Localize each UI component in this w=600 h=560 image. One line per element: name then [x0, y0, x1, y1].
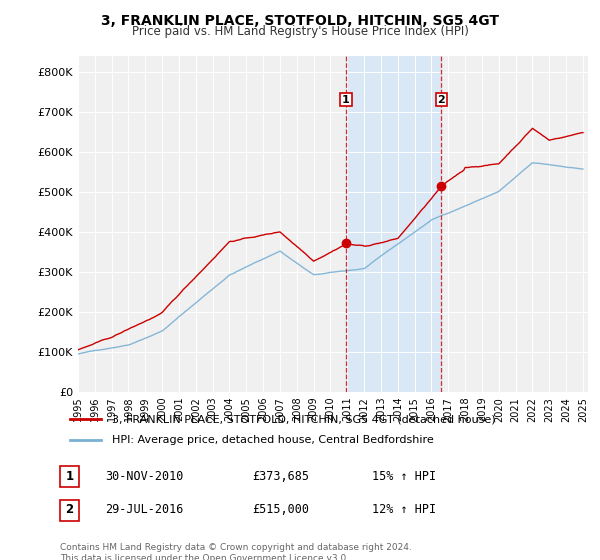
Text: 2: 2	[437, 95, 445, 105]
Text: HPI: Average price, detached house, Central Bedfordshire: HPI: Average price, detached house, Cent…	[112, 435, 433, 445]
Text: £373,685: £373,685	[252, 469, 309, 483]
Bar	[346, 56, 441, 392]
Text: 3, FRANKLIN PLACE, STOTFOLD, HITCHIN, SG5 4GT (detached house): 3, FRANKLIN PLACE, STOTFOLD, HITCHIN, SG…	[112, 414, 495, 424]
Text: 1: 1	[342, 95, 350, 105]
Text: Contains HM Land Registry data © Crown copyright and database right 2024.
This d: Contains HM Land Registry data © Crown c…	[60, 543, 412, 560]
Text: Price paid vs. HM Land Registry's House Price Index (HPI): Price paid vs. HM Land Registry's House …	[131, 25, 469, 38]
Text: £515,000: £515,000	[252, 503, 309, 516]
Text: 3, FRANKLIN PLACE, STOTFOLD, HITCHIN, SG5 4GT: 3, FRANKLIN PLACE, STOTFOLD, HITCHIN, SG…	[101, 14, 499, 28]
Text: 12% ↑ HPI: 12% ↑ HPI	[372, 503, 436, 516]
Text: 1: 1	[65, 469, 74, 483]
Text: 30-NOV-2010: 30-NOV-2010	[105, 469, 184, 483]
Text: 15% ↑ HPI: 15% ↑ HPI	[372, 469, 436, 483]
Text: 2: 2	[65, 503, 74, 516]
Text: 29-JUL-2016: 29-JUL-2016	[105, 503, 184, 516]
